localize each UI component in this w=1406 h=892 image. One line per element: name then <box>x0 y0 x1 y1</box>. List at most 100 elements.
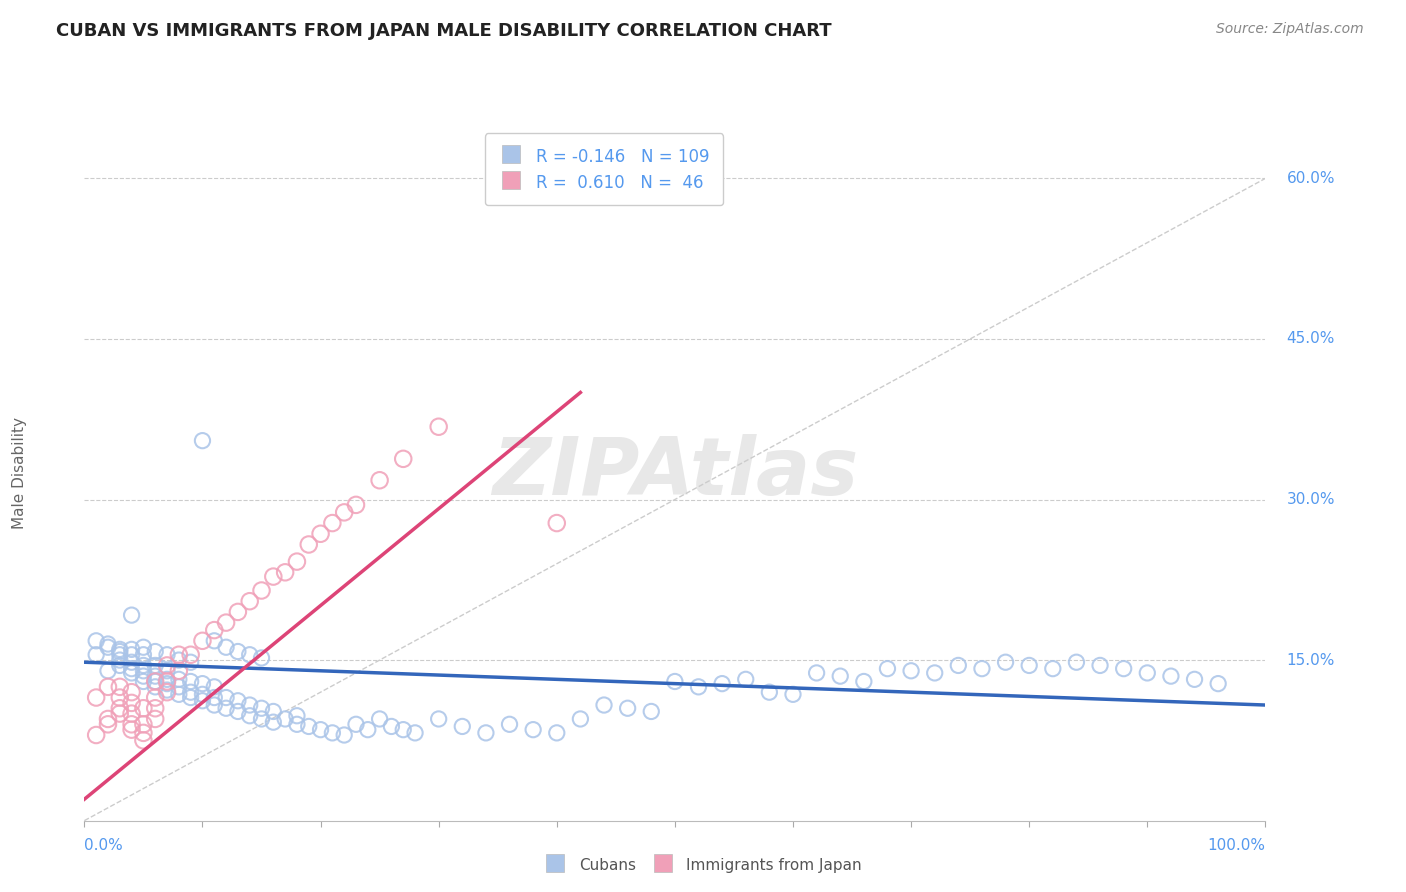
Point <box>143 658 166 673</box>
Text: ZIPAtlas: ZIPAtlas <box>492 434 858 512</box>
Point <box>876 662 898 676</box>
Point <box>392 723 415 737</box>
Point <box>132 674 155 689</box>
Point <box>132 648 155 662</box>
Point <box>108 690 131 705</box>
Point <box>1184 673 1206 687</box>
Point <box>108 658 131 673</box>
Text: 100.0%: 100.0% <box>1208 838 1265 854</box>
Point <box>734 673 756 687</box>
Point <box>1042 662 1064 676</box>
Point <box>215 701 238 715</box>
Point <box>108 644 131 658</box>
Point <box>132 717 155 731</box>
Point <box>121 608 143 623</box>
Point <box>852 674 875 689</box>
Point <box>180 655 202 669</box>
Point <box>143 680 166 694</box>
Point <box>239 594 262 608</box>
Point <box>994 655 1017 669</box>
Point <box>156 685 179 699</box>
Point <box>84 728 107 742</box>
Point <box>226 605 249 619</box>
Point <box>1136 665 1159 680</box>
Point <box>830 669 852 683</box>
Point <box>806 665 828 680</box>
Point <box>202 623 225 637</box>
Point <box>285 717 308 731</box>
Point <box>156 658 179 673</box>
Point <box>711 676 734 690</box>
Point <box>498 717 520 731</box>
Point <box>239 708 262 723</box>
Point <box>191 694 214 708</box>
Point <box>948 658 970 673</box>
Point <box>569 712 592 726</box>
Point <box>357 723 380 737</box>
Point <box>404 726 426 740</box>
Point <box>262 715 284 730</box>
Point <box>640 705 662 719</box>
Text: 15.0%: 15.0% <box>1286 653 1334 667</box>
Point <box>121 723 143 737</box>
Point <box>97 712 120 726</box>
Point <box>121 655 143 669</box>
Point <box>616 701 638 715</box>
Point <box>84 690 107 705</box>
Point <box>285 555 308 569</box>
Point <box>191 676 214 690</box>
Point <box>191 633 214 648</box>
Point <box>167 673 190 687</box>
Point <box>900 664 922 678</box>
Text: 45.0%: 45.0% <box>1286 332 1334 346</box>
Point <box>97 664 120 678</box>
Point <box>427 712 450 726</box>
Point <box>108 680 131 694</box>
Point <box>1112 662 1135 676</box>
Point <box>226 694 249 708</box>
Point <box>180 685 202 699</box>
Text: 0.0%: 0.0% <box>84 838 124 854</box>
Point <box>132 664 155 678</box>
Point <box>156 674 179 689</box>
Point <box>191 434 214 448</box>
Point <box>215 615 238 630</box>
Point <box>143 674 166 689</box>
Text: 30.0%: 30.0% <box>1286 492 1334 507</box>
Point <box>167 648 190 662</box>
Point <box>344 498 367 512</box>
Point <box>202 698 225 712</box>
Point <box>180 648 202 662</box>
Point <box>262 569 284 583</box>
Point <box>121 642 143 657</box>
Point <box>84 633 107 648</box>
Point <box>108 648 131 662</box>
Point <box>333 505 356 519</box>
Point <box>108 701 131 715</box>
Point <box>782 687 804 701</box>
Point <box>924 665 946 680</box>
Point <box>309 723 332 737</box>
Point <box>156 676 179 690</box>
Point <box>274 712 297 726</box>
Point <box>250 712 273 726</box>
Point <box>143 701 166 715</box>
Point <box>380 719 402 733</box>
Point <box>593 698 616 712</box>
Point <box>121 662 143 676</box>
Point <box>344 717 367 731</box>
Point <box>180 674 202 689</box>
Point <box>546 726 568 740</box>
Point <box>132 669 155 683</box>
Point <box>239 698 262 712</box>
Point <box>143 712 166 726</box>
Point <box>143 644 166 658</box>
Point <box>392 451 415 466</box>
Point <box>368 712 391 726</box>
Point <box>226 644 249 658</box>
Point <box>262 705 284 719</box>
Point <box>97 640 120 655</box>
Point <box>156 683 179 698</box>
Point <box>167 680 190 694</box>
Point <box>132 733 155 747</box>
